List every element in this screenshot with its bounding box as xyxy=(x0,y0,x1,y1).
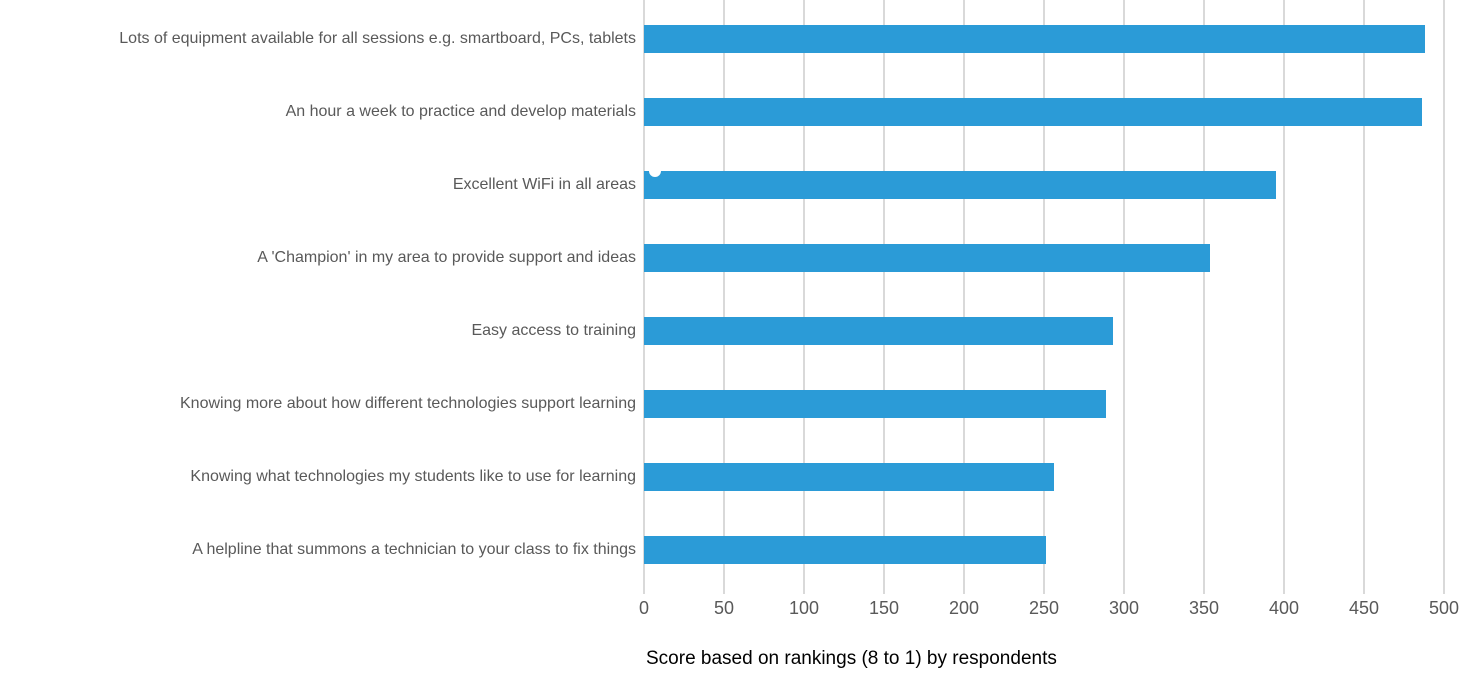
category-label: Knowing more about how different technol… xyxy=(180,394,636,412)
x-tick-label: 250 xyxy=(1028,598,1060,618)
category-label: Knowing what technologies my students li… xyxy=(190,467,636,485)
x-tick-label: 100 xyxy=(788,598,820,618)
category-label: Easy access to training xyxy=(471,321,636,339)
gridline xyxy=(1203,0,1205,586)
gridline xyxy=(1443,0,1445,586)
category-label: Lots of equipment available for all sess… xyxy=(119,29,636,47)
x-tick-mark xyxy=(963,586,965,594)
x-tick-label: 400 xyxy=(1268,598,1300,618)
x-tick-mark xyxy=(1283,586,1285,594)
bar xyxy=(644,24,1425,53)
x-tick-mark xyxy=(803,586,805,594)
gridline xyxy=(643,0,645,586)
x-tick-mark xyxy=(643,586,645,594)
x-tick-label: 500 xyxy=(1428,598,1460,618)
bar xyxy=(644,97,1422,126)
x-tick-mark xyxy=(883,586,885,594)
x-tick-label: 50 xyxy=(713,598,735,618)
x-tick-label: 450 xyxy=(1348,598,1380,618)
x-tick-mark xyxy=(1363,586,1365,594)
x-tick-label: 300 xyxy=(1108,598,1140,618)
gridline xyxy=(723,0,725,586)
plot-area: Lots of equipment available for all sess… xyxy=(119,0,1445,586)
x-tick-mark xyxy=(1123,586,1125,594)
category-label: A 'Champion' in my area to provide suppo… xyxy=(257,248,636,266)
gridline xyxy=(803,0,805,586)
gridline xyxy=(1283,0,1285,586)
bar xyxy=(644,316,1113,345)
bar xyxy=(644,243,1211,272)
notch-artifact xyxy=(649,164,661,177)
x-tick-label: 150 xyxy=(868,598,900,618)
x-tick-label: 350 xyxy=(1188,598,1220,618)
gridline xyxy=(1363,0,1365,586)
x-tick-mark xyxy=(723,586,725,594)
x-tick-mark xyxy=(1443,586,1445,594)
x-tick-label: 200 xyxy=(948,598,980,618)
category-label: An hour a week to practice and develop m… xyxy=(285,102,636,120)
x-axis-title: Score based on rankings (8 to 1) by resp… xyxy=(646,648,1057,669)
x-tick-mark xyxy=(1203,586,1205,594)
gridline xyxy=(1123,0,1125,586)
category-label: A helpline that summons a technician to … xyxy=(192,540,636,558)
bar xyxy=(644,462,1054,491)
x-tick-label: 0 xyxy=(638,598,650,618)
bar xyxy=(644,535,1046,564)
gridline xyxy=(883,0,885,586)
category-label: Excellent WiFi in all areas xyxy=(452,175,636,193)
bar xyxy=(644,170,1276,199)
x-tick-mark xyxy=(1043,586,1045,594)
gridline xyxy=(1043,0,1045,586)
gridline xyxy=(963,0,965,586)
bar xyxy=(644,389,1107,418)
